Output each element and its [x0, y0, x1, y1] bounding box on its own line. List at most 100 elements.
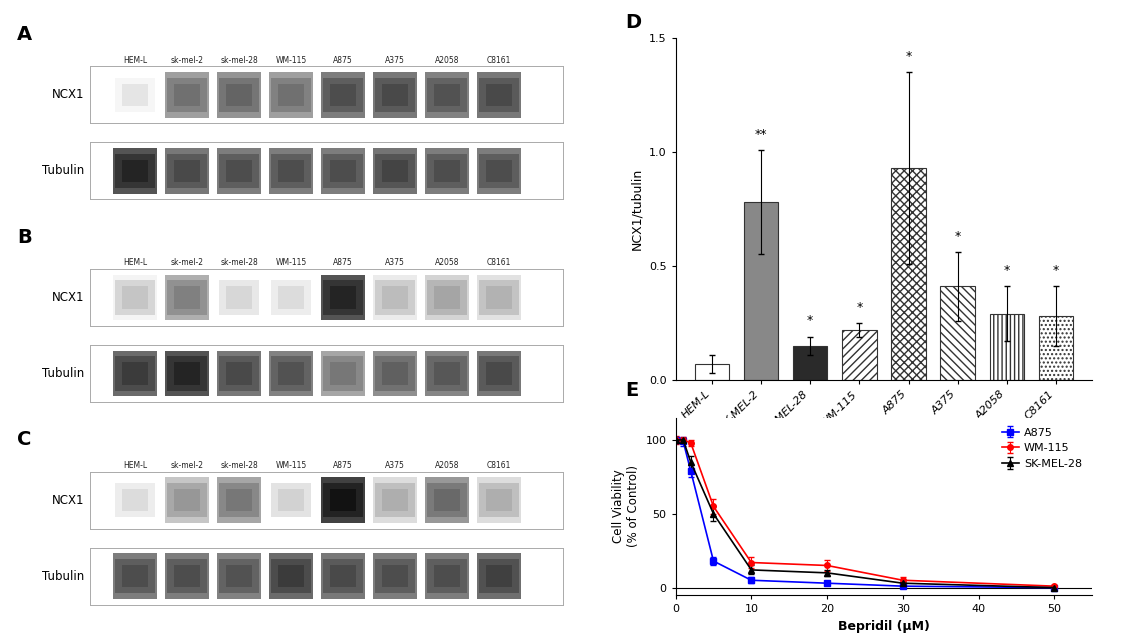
- Bar: [434, 84, 461, 106]
- Bar: [428, 356, 467, 391]
- Bar: [226, 84, 252, 106]
- Bar: [269, 553, 313, 599]
- Text: A875: A875: [333, 461, 352, 470]
- Bar: [486, 565, 512, 587]
- Bar: [375, 154, 414, 188]
- Bar: [278, 286, 304, 309]
- Bar: [480, 78, 519, 112]
- Bar: [173, 84, 200, 106]
- Bar: [375, 78, 414, 112]
- Y-axis label: NCX1/tubulin: NCX1/tubulin: [631, 168, 643, 250]
- Bar: [115, 483, 154, 517]
- Text: sk-mel-2: sk-mel-2: [170, 258, 204, 267]
- Bar: [323, 78, 363, 112]
- Bar: [113, 148, 157, 194]
- Text: sk-mel-28: sk-mel-28: [221, 56, 258, 65]
- Text: sk-mel-28: sk-mel-28: [221, 461, 258, 470]
- Bar: [477, 72, 521, 118]
- Text: A2058: A2058: [435, 258, 459, 267]
- Bar: [122, 362, 149, 385]
- Bar: [321, 553, 365, 599]
- Bar: [217, 148, 261, 194]
- Text: *: *: [955, 230, 960, 243]
- Bar: [323, 483, 363, 517]
- Bar: [477, 553, 521, 599]
- Bar: [321, 72, 365, 118]
- Bar: [330, 286, 356, 309]
- Bar: [330, 160, 356, 182]
- Bar: [269, 351, 313, 396]
- Bar: [122, 565, 149, 587]
- Text: E: E: [625, 380, 638, 399]
- Bar: [323, 154, 363, 188]
- Bar: [122, 84, 149, 106]
- Bar: [940, 286, 975, 380]
- Bar: [373, 351, 417, 396]
- Bar: [168, 280, 207, 315]
- Text: C: C: [17, 430, 32, 449]
- Bar: [793, 346, 828, 380]
- Bar: [226, 565, 252, 587]
- Bar: [990, 314, 1024, 380]
- Text: NCX1: NCX1: [52, 494, 84, 506]
- Bar: [168, 483, 207, 517]
- Bar: [428, 154, 467, 188]
- Bar: [434, 565, 461, 587]
- Text: A2058: A2058: [435, 461, 459, 470]
- Bar: [220, 483, 259, 517]
- Bar: [271, 280, 311, 315]
- Bar: [278, 489, 304, 511]
- Bar: [220, 356, 259, 391]
- Text: **: **: [754, 127, 767, 141]
- Bar: [375, 356, 414, 391]
- Bar: [113, 351, 157, 396]
- Bar: [426, 275, 470, 320]
- Bar: [113, 477, 157, 523]
- Bar: [226, 489, 252, 511]
- Text: C8161: C8161: [486, 56, 511, 65]
- Bar: [486, 160, 512, 182]
- Bar: [271, 483, 311, 517]
- Bar: [382, 489, 409, 511]
- Bar: [166, 275, 209, 320]
- Bar: [330, 362, 356, 385]
- Y-axis label: Cell Viability
(% of Control): Cell Viability (% of Control): [613, 465, 640, 548]
- Text: B: B: [17, 228, 32, 247]
- Bar: [217, 477, 261, 523]
- Bar: [382, 160, 409, 182]
- Bar: [220, 154, 259, 188]
- Bar: [173, 362, 200, 385]
- Bar: [373, 275, 417, 320]
- Text: *: *: [1003, 264, 1010, 277]
- Bar: [434, 286, 461, 309]
- Bar: [375, 559, 414, 593]
- Text: A: A: [17, 25, 32, 44]
- Text: A2058: A2058: [435, 56, 459, 65]
- Bar: [113, 275, 157, 320]
- Bar: [166, 351, 209, 396]
- Bar: [434, 160, 461, 182]
- Bar: [330, 84, 356, 106]
- Bar: [382, 286, 409, 309]
- Bar: [477, 477, 521, 523]
- Bar: [269, 477, 313, 523]
- Bar: [166, 477, 209, 523]
- Text: NCX1: NCX1: [52, 89, 84, 101]
- Bar: [373, 148, 417, 194]
- Bar: [426, 72, 470, 118]
- Text: *: *: [905, 50, 912, 63]
- Bar: [115, 559, 154, 593]
- Bar: [278, 565, 304, 587]
- Bar: [168, 559, 207, 593]
- Bar: [321, 275, 365, 320]
- Bar: [373, 553, 417, 599]
- Bar: [480, 356, 519, 391]
- Bar: [480, 280, 519, 315]
- Bar: [278, 160, 304, 182]
- Text: sk-mel-2: sk-mel-2: [170, 461, 204, 470]
- Bar: [115, 356, 154, 391]
- Bar: [115, 280, 154, 315]
- Text: Tubulin: Tubulin: [42, 165, 84, 177]
- Bar: [173, 489, 200, 511]
- Bar: [321, 148, 365, 194]
